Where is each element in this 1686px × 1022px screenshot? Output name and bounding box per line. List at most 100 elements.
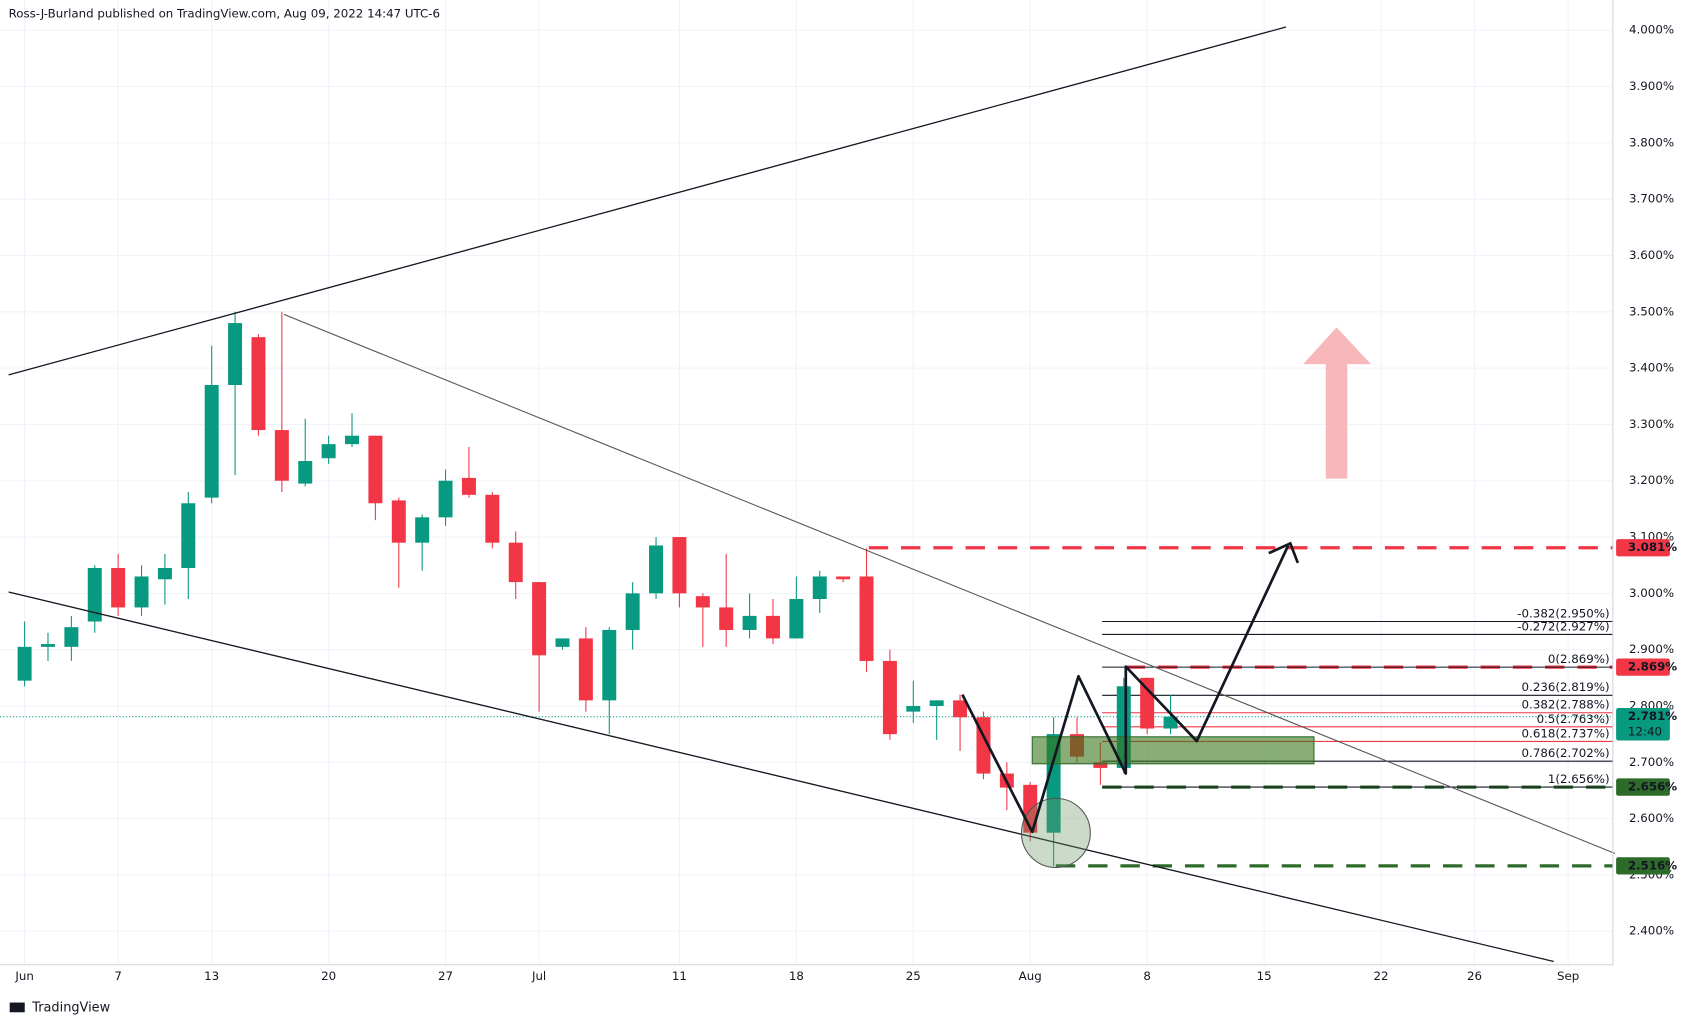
upper-trendline [8,26,1287,376]
y-tick-label: 2.900% [1629,642,1674,656]
last-price-tag [1616,708,1670,741]
axes [0,0,1614,966]
candle-body [40,644,55,647]
candle-body [157,568,172,580]
x-tick-label: 18 [789,969,804,983]
y-tick-label: 4.000% [1629,23,1674,37]
candle-body [906,705,921,712]
candle-body [1140,677,1155,729]
candle-body [64,627,79,647]
candle-body [695,596,710,608]
y-tick-label: 2.600% [1629,811,1674,825]
x-tick-label: 11 [672,969,687,983]
fib-label: 0.382(2.788%) [1522,698,1610,712]
candle-body [438,480,453,518]
candle-body [485,494,500,543]
candle-body [578,638,593,701]
candle-body [836,576,851,580]
y-tick-label: 3.000% [1629,586,1674,600]
y-tick-label: 3.200% [1629,473,1674,487]
candle-body [87,568,102,622]
level-tag [1616,857,1670,875]
x-tick-label: 15 [1257,969,1272,983]
candle-body [742,615,757,630]
fib-label: -0.382(2.950%) [1517,606,1609,620]
x-tick-label: 13 [204,969,219,983]
candles [17,311,1178,866]
candle-body [228,323,243,386]
candle-body [672,537,687,594]
fib-label: -0.272(2.927%) [1517,619,1609,633]
level-tag [1616,658,1670,676]
candle-body [532,582,547,656]
x-tick-label: Aug [1019,969,1042,983]
candle-body [859,576,874,661]
fib-label: 1(2.656%) [1548,772,1610,786]
candle-body [181,503,196,569]
candle-body [929,700,944,706]
candle-body [134,576,149,608]
candle-body [508,542,523,583]
level-tag-label: 2.869% [1628,660,1677,674]
projection-path [961,544,1290,834]
level-tag [1616,539,1670,557]
level-tag-label: 3.081% [1628,540,1677,554]
candle-body [298,461,313,484]
fib-label: 0.786(2.702%) [1522,746,1610,760]
projection-arrowhead [1268,541,1300,564]
support-zone [1031,736,1315,765]
candle-body [1163,716,1178,729]
fib-label: 0.618(2.737%) [1522,726,1610,740]
x-tick-label: 20 [321,969,336,983]
level-tag-label: 2.516% [1628,858,1677,872]
grid [0,0,1613,965]
up-arrow [1303,327,1371,479]
candle-body [1093,762,1108,768]
x-tick-label: 8 [1143,969,1151,983]
footer: TradingView [31,1000,110,1015]
fib-label: 0(2.869%) [1548,652,1610,666]
candle-body [204,385,219,498]
last-price-label: 2.781% [1628,709,1677,723]
countdown-label: 12:40 [1628,724,1662,738]
candle-body [625,593,640,630]
candle-body [719,607,734,630]
y-tick-label: 3.600% [1629,248,1674,262]
y-tick-label: 2.400% [1629,924,1674,938]
candle-body [368,435,383,504]
candle-body [789,598,804,639]
candle-body [765,615,780,639]
y-tick-label: 3.300% [1629,417,1674,431]
tags: 2.400%2.500%2.600%2.700%2.800%2.900%3.00… [14,23,1677,983]
x-tick-label: 25 [906,969,921,983]
footer-logo: TradingView [9,1000,111,1015]
y-tick-label: 3.400% [1629,361,1674,375]
x-tick-label: 22 [1374,969,1389,983]
y-tick-label: 3.700% [1629,192,1674,206]
candle-body [882,660,897,735]
fib-label: 0.5(2.763%) [1537,712,1610,726]
level-tag [1616,778,1670,796]
levels: -0.382(2.950%)-0.272(2.927%) 0(2.869%) 0.2… [0,546,1613,868]
y-tick-label: 3.900% [1629,79,1674,93]
candle-body [649,545,664,594]
candle-body [321,444,336,459]
y-tick-label: 3.800% [1629,135,1674,149]
candle-body [17,646,32,681]
candle-body [111,568,126,608]
candle-body [812,576,827,599]
fib-label: 0.236(2.819%) [1522,680,1610,694]
resistance-line [283,313,1616,854]
candle-body [345,435,360,445]
candle-body [274,430,289,481]
candle-body [251,337,266,431]
candle-body [461,477,476,495]
x-tick-label: Sep [1557,969,1579,983]
x-tick-label: Jun [14,969,33,983]
lower-trendline [8,591,1554,963]
candle-body [602,629,617,701]
y-tick-label: 2.700% [1629,755,1674,769]
y-tick-label: 3.500% [1629,304,1674,318]
x-tick-label: 7 [114,969,122,983]
